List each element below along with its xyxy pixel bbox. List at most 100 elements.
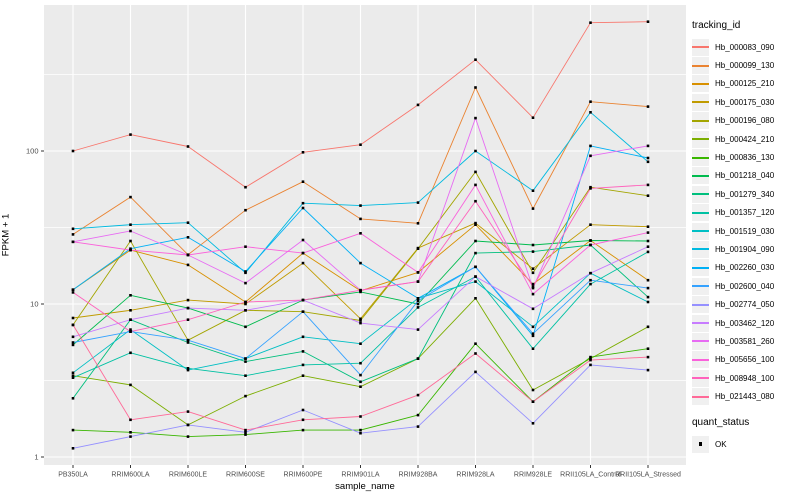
data-point [129, 328, 132, 331]
data-point [301, 180, 305, 183]
legend-entries: Hb_000083_090 Hb_000099_130 Hb_000125_210 H… [692, 38, 798, 406]
data-point [244, 270, 247, 273]
x-tick-label: RRII105LA_Stressed [615, 472, 681, 479]
legend-entry-Hb_001519_030: Hb_001519_030 [692, 222, 798, 240]
data-point [71, 335, 75, 339]
data-point [531, 207, 535, 210]
swatch-line [692, 266, 709, 269]
data-point [301, 335, 305, 339]
data-point [474, 116, 477, 120]
gridlines [44, 5, 686, 465]
data-point [359, 373, 362, 377]
data-point [474, 223, 477, 226]
data-point [416, 357, 420, 360]
legend: tracking_id Hb_000083_090 Hb_000099_130 Hb… [692, 20, 798, 453]
series-color-swatch [692, 369, 709, 387]
data-point [186, 298, 190, 302]
legend-entry-label: Hb_001357_120 [715, 208, 775, 218]
data-point [71, 149, 75, 153]
x-tick-label: RRII105LA_Control [560, 472, 621, 479]
data-point [71, 341, 75, 344]
swatch-line [692, 322, 709, 325]
data-point [301, 251, 305, 255]
data-point [71, 288, 75, 291]
data-point [589, 187, 592, 190]
data-point [531, 189, 535, 192]
legend-entry-Hb_005656_100: Hb_005656_100 [692, 351, 798, 369]
y-tick-label: 100 [26, 147, 39, 156]
swatch-line [692, 138, 709, 141]
series-color-swatch [692, 314, 709, 332]
data-point [416, 222, 420, 225]
legend-entry-Hb_000836_130: Hb_000836_130 [692, 148, 798, 167]
data-point [531, 347, 535, 350]
data-point [244, 245, 247, 248]
swatch-line [692, 377, 709, 380]
data-point [71, 397, 75, 400]
data-point [531, 271, 535, 275]
y-tick-label: 1 [34, 453, 38, 462]
data-point [416, 413, 420, 417]
data-point [359, 380, 362, 384]
series-color-swatch [692, 75, 709, 93]
data-point [531, 292, 535, 296]
legend-entry-Hb_001279_340: Hb_001279_340 [692, 185, 798, 203]
data-point [244, 300, 247, 304]
data-point [359, 428, 362, 432]
data-point [646, 144, 650, 148]
legend-entry-label: Hb_008948_100 [715, 373, 775, 383]
swatch-line [692, 211, 709, 214]
data-point [186, 145, 190, 148]
data-point [244, 394, 247, 398]
legend-entry-Hb_000196_080: Hb_000196_080 [692, 112, 798, 130]
swatch-line [692, 156, 709, 159]
series-color-swatch [692, 185, 709, 203]
data-point [359, 415, 362, 418]
data-point [244, 208, 247, 212]
data-point [129, 318, 132, 321]
swatch-line [692, 285, 709, 288]
data-point [474, 86, 477, 89]
data-point [589, 144, 592, 148]
legend-title-quant-status: quant_status [692, 416, 750, 428]
data-point [359, 431, 362, 435]
legend-entry-label: Hb_001519_030 [715, 226, 775, 236]
series-color-swatch [692, 57, 709, 75]
data-point [301, 374, 305, 377]
data-point [186, 367, 190, 370]
data-point [359, 290, 362, 294]
legend-entry-Hb_000424_210: Hb_000424_210 [692, 130, 798, 148]
data-point [359, 204, 362, 207]
data-point [646, 245, 650, 248]
legend-entry-Hb_008948_100: Hb_008948_100 [692, 369, 798, 387]
legend-entry-label: Hb_000196_080 [715, 116, 775, 126]
legend-entry-label: Hb_003462_120 [715, 318, 775, 328]
data-point [474, 251, 477, 255]
swatch-line [692, 230, 709, 233]
data-point [646, 183, 650, 187]
axis-ticks [41, 150, 649, 468]
legend-entry-label: Hb_002774_050 [715, 300, 775, 310]
series-color-swatch [692, 149, 709, 167]
data-point [416, 201, 420, 204]
data-point [244, 302, 247, 306]
data-point [186, 318, 190, 321]
series-color-swatch [692, 277, 709, 295]
legend-entry-label: Hb_000083_090 [715, 42, 775, 52]
legend-entry-Hb_001218_040: Hb_001218_040 [692, 167, 798, 185]
data-point [531, 332, 535, 335]
data-point [71, 428, 75, 432]
legend-title-tracking-id: tracking_id [692, 20, 741, 31]
series-color-swatch [692, 240, 709, 258]
data-point [589, 100, 592, 103]
data-point [416, 247, 420, 250]
data-point [474, 342, 477, 345]
data-point [244, 374, 247, 377]
legend-entry-label: Hb_001279_340 [715, 189, 775, 199]
legend-entry-label: Hb_002260_030 [715, 263, 775, 273]
data-point [531, 250, 535, 253]
data-point [129, 309, 132, 312]
data-point [301, 238, 305, 242]
ok-point-swatch [692, 435, 709, 453]
legend-entry-Hb_003581_260: Hb_003581_260 [692, 332, 798, 350]
